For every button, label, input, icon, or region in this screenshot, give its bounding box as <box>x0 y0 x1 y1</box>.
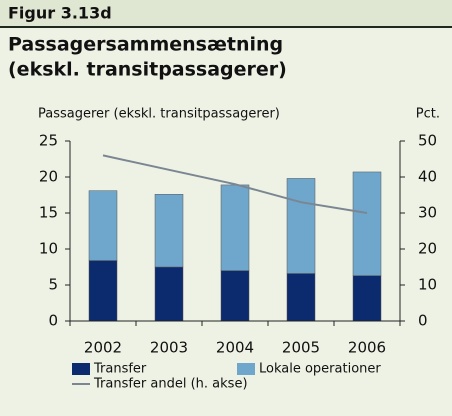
bar <box>154 194 184 268</box>
y-tick-label: 20 <box>39 168 58 186</box>
y2-tick-label: 20 <box>418 240 437 258</box>
chart-title: Passagersammensætning <box>8 34 283 56</box>
y2-tick-label: 40 <box>418 168 437 186</box>
header-band <box>0 0 452 26</box>
y-tick-label: 0 <box>48 312 58 330</box>
y2-tick-label: 0 <box>418 312 428 330</box>
y2-axis-label: Pct. <box>416 107 440 122</box>
x-tick-label: 2003 <box>150 339 188 357</box>
y-tick-label: 5 <box>48 276 58 294</box>
y-tick-label: 10 <box>39 240 58 258</box>
x-tick-label: 2006 <box>348 339 386 357</box>
x-tick-label: 2005 <box>282 339 320 357</box>
legend-swatch <box>72 363 90 375</box>
y2-tick-label: 10 <box>418 276 437 294</box>
bar <box>352 171 382 276</box>
legend-swatch <box>237 363 255 375</box>
y-tick-label: 15 <box>39 204 58 222</box>
line <box>102 154 368 214</box>
bar <box>88 260 118 322</box>
y2-tick-label: 50 <box>418 132 437 150</box>
bar <box>154 266 184 322</box>
bar <box>286 178 316 274</box>
bar <box>220 270 250 322</box>
y-axis-label: Passagerer (ekskl. transitpassagerer) <box>38 107 280 122</box>
x-tick-label: 2002 <box>84 339 122 357</box>
figure-label: Figur 3.13d <box>8 4 112 23</box>
bar <box>352 275 382 322</box>
legend-label: Lokale operationer <box>259 362 381 377</box>
y2-tick-label: 30 <box>418 204 437 222</box>
bar <box>286 273 316 322</box>
legend-label: Transfer <box>93 362 147 377</box>
x-tick-label: 2004 <box>216 339 254 357</box>
chart-title: (ekskl. transitpassagerer) <box>8 59 287 81</box>
legend-label: Transfer andel (h. akse) <box>93 377 248 392</box>
y-tick-label: 25 <box>39 132 58 150</box>
bar <box>220 184 250 271</box>
bar <box>88 190 118 261</box>
